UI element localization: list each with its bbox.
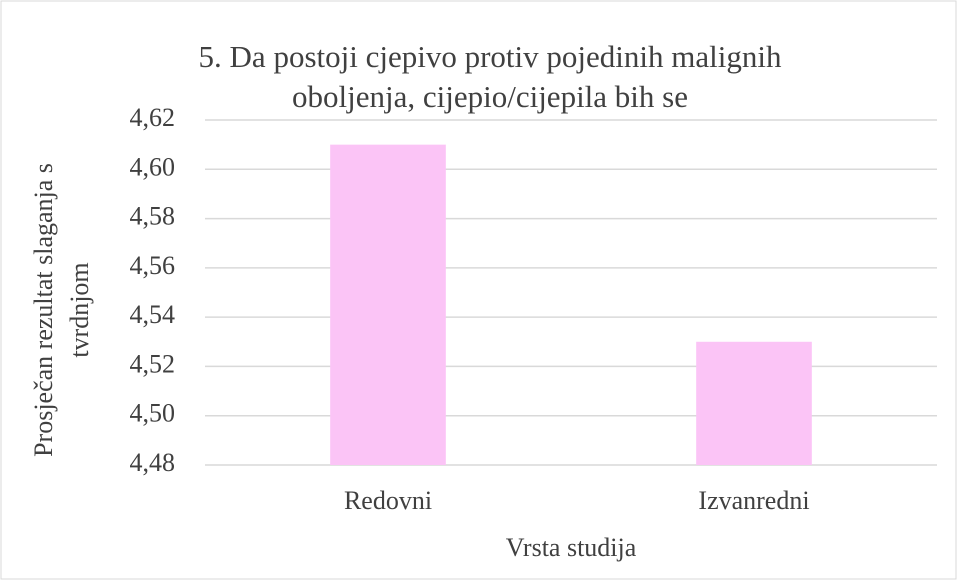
y-axis-label: tvrdnjom [65,262,94,357]
chart-title: oboljenja, cijepio/cijepila bih se [292,79,688,114]
y-tick-label: 4,62 [130,103,176,132]
y-tick-label: 4,50 [130,399,176,428]
chart-title: 5. Da postoji cjepivo protiv pojedinih m… [199,39,782,74]
x-tick-label: Izvanredni [698,486,809,515]
y-axis-label: Prosječan rezultat slaganja s [29,163,58,457]
y-tick-label: 4,60 [130,152,176,181]
bar [330,144,446,465]
x-axis-label: Vrsta studija [506,533,637,562]
y-tick-label: 4,48 [130,448,176,477]
bar [696,341,812,465]
y-tick-label: 4,56 [130,251,176,280]
y-tick-label: 4,52 [130,349,176,378]
y-tick-label: 4,54 [130,300,176,329]
y-tick-label: 4,58 [130,202,176,231]
x-tick-label: Redovni [344,486,432,515]
